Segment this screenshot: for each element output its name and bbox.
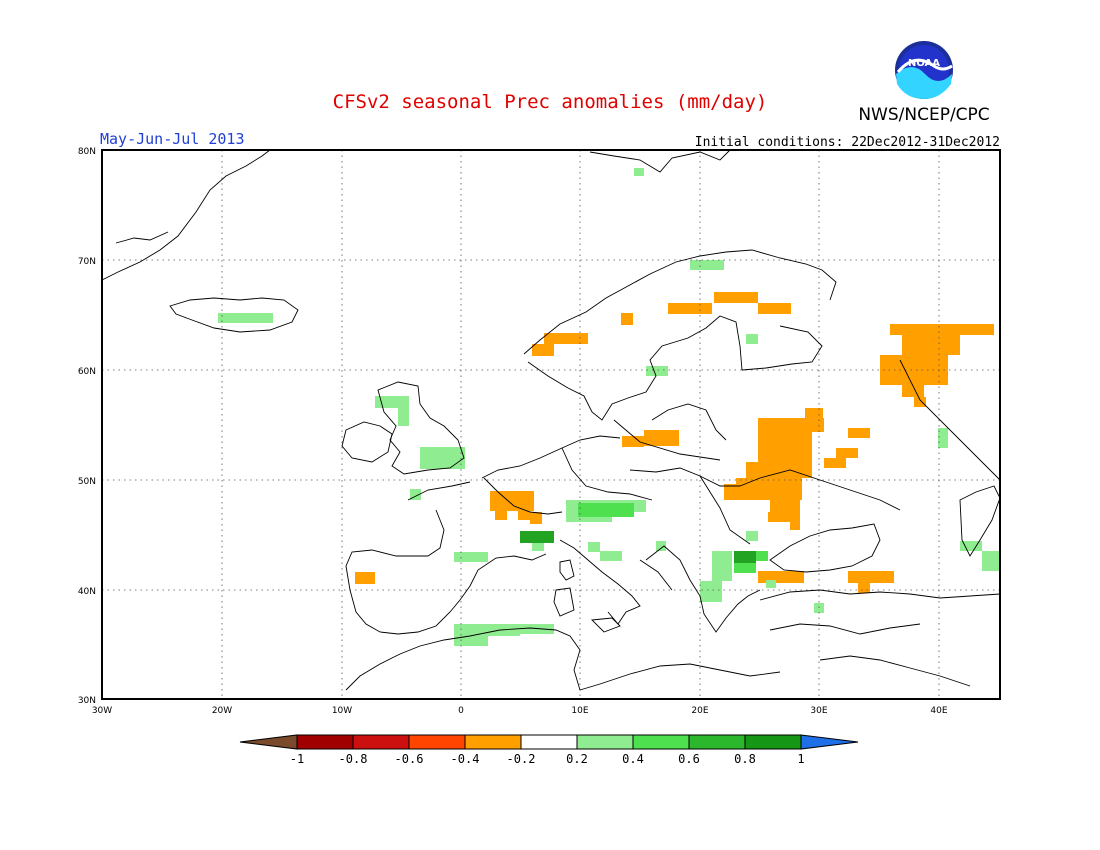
colorbar-swatch <box>464 734 522 750</box>
colorbar-swatch <box>520 734 578 750</box>
colorbar-swatch <box>408 734 466 750</box>
lon-tick: 30E <box>810 706 827 716</box>
latitude-tick-labels: 80N 70N 60N 50N 40N 30N <box>78 147 96 706</box>
lat-tick: 50N <box>78 477 96 487</box>
period-label: May-Jun-Jul 2013 <box>100 130 245 148</box>
colorbar-tick-label: -1 <box>290 752 304 766</box>
colorbar-tick-label: -0.8 <box>339 752 368 766</box>
colorbar-tick-label: 1 <box>797 752 804 766</box>
colorbar-low-arrow <box>239 734 298 750</box>
lon-tick: 20W <box>212 706 232 716</box>
graticule <box>102 150 1000 699</box>
colorbar-tick-label: 0.4 <box>622 752 644 766</box>
colorbar-swatch <box>576 734 634 750</box>
colorbar-swatch <box>296 734 354 750</box>
agency-label: NWS/NCEP/CPC <box>858 105 989 125</box>
dry-anomaly-regions <box>355 292 994 593</box>
lon-tick: 40E <box>930 706 947 716</box>
colorbar: -1 -0.8 -0.6 -0.4 -0.2 0.2 0.4 0.6 0.8 1 <box>239 734 859 766</box>
colorbar-swatch <box>688 734 746 750</box>
colorbar-tick-label: 0.2 <box>566 752 588 766</box>
colorbar-high-arrow <box>800 734 859 750</box>
lat-tick: 70N <box>78 257 96 267</box>
lon-tick: 30W <box>92 706 112 716</box>
lat-tick: 40N <box>78 587 96 597</box>
lat-tick: 60N <box>78 367 96 377</box>
colorbar-tick-label: 0.8 <box>734 752 756 766</box>
wet-moderate-regions <box>578 503 768 573</box>
lat-tick: 80N <box>78 147 96 157</box>
wet-strong-regions <box>520 531 756 563</box>
noaa-logo: NOAA <box>895 41 953 99</box>
coastlines <box>101 149 1001 691</box>
colorbar-swatch <box>744 734 802 750</box>
colorbar-tick-label: -0.6 <box>395 752 424 766</box>
lat-tick: 30N <box>78 696 96 706</box>
lon-tick: 10W <box>332 706 352 716</box>
colorbar-swatch <box>352 734 410 750</box>
map-background <box>102 150 1000 699</box>
colorbar-tick-label: 0.6 <box>678 752 700 766</box>
initial-conditions-label: Initial conditions: 22Dec2012-31Dec2012 <box>695 135 1000 150</box>
noaa-logo-text: NOAA <box>908 58 940 69</box>
figure-title: CFSv2 seasonal Prec anomalies (mm/day) <box>333 91 768 113</box>
colorbar-tick-label: -0.2 <box>507 752 536 766</box>
lon-tick: 20E <box>691 706 708 716</box>
precip-anomaly-layer <box>218 168 1000 646</box>
colorbar-swatch <box>632 734 690 750</box>
lon-tick: 0 <box>458 706 464 716</box>
lon-tick: 10E <box>571 706 588 716</box>
colorbar-tick-label: -0.4 <box>451 752 480 766</box>
map-frame <box>101 149 1001 700</box>
longitude-tick-labels: 30W 20W 10W 0 10E 20E 30E 40E <box>92 706 948 716</box>
